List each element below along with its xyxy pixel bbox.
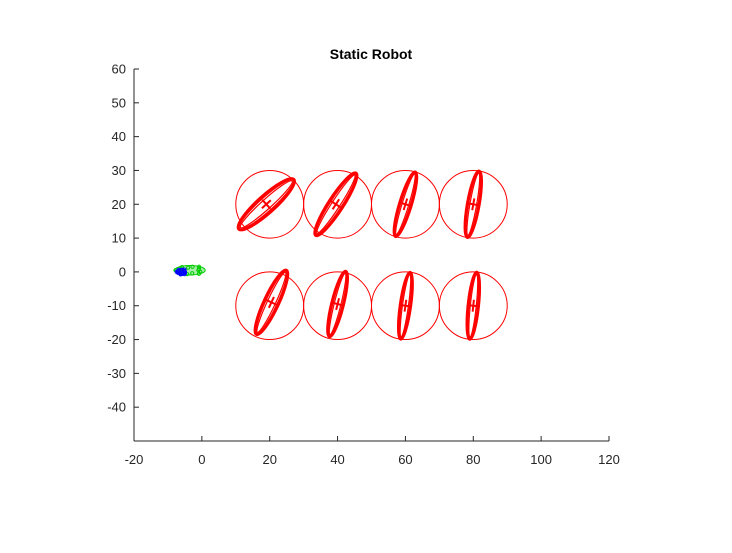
center-cross-minor [467, 304, 480, 308]
ellipse-outline [463, 169, 484, 240]
y-tick-label: 60 [112, 62, 126, 77]
center-cross-minor [399, 303, 412, 308]
ellipse-marker-6 [396, 270, 414, 341]
ellipse-marker-3 [463, 169, 484, 240]
y-tick-label: 30 [112, 163, 126, 178]
cluster-point [196, 264, 202, 269]
ellipse-outline [392, 170, 419, 239]
x-tick-label: -20 [125, 452, 144, 467]
ellipse-marker-2 [392, 170, 419, 239]
ellipse-inner-trace [238, 178, 295, 230]
ellipse-marker-4 [253, 268, 290, 337]
axes: -20 0 20 40 60 80 100 120 -40 -30 -20 -10 0 10 20 30 40 5… [107, 62, 620, 468]
ellipse-outline [326, 269, 349, 339]
y-tick-label: -20 [107, 332, 126, 347]
chart-title: Static Robot [330, 46, 413, 62]
x-tick-label: 120 [598, 452, 620, 467]
x-tick-label: 80 [466, 452, 480, 467]
y-tick-label: 0 [119, 264, 126, 279]
center-cross-minor [330, 200, 342, 209]
y-tick-label: 20 [112, 197, 126, 212]
y-tick-label: -10 [107, 298, 126, 313]
y-tick-label: -40 [107, 400, 126, 415]
cluster-point [186, 265, 191, 270]
ellipse-outline [236, 177, 296, 232]
ellipse-marker-1 [313, 171, 359, 238]
cluster-point [196, 271, 202, 276]
center-cross-minor [399, 201, 412, 207]
cluster-point [190, 271, 195, 276]
center-cross-minor [261, 199, 272, 210]
y-tick-label: 10 [112, 231, 126, 246]
cluster-point [182, 268, 187, 274]
ellipse-outline [253, 268, 290, 337]
cluster-point [196, 266, 202, 271]
center-cross-minor [331, 301, 344, 307]
ellipse-marker-5 [326, 269, 349, 339]
x-tick-label: 40 [330, 452, 344, 467]
center-cross-minor [265, 298, 278, 306]
ellipse-marker-7 [465, 270, 482, 341]
ellipse-marker-0 [236, 177, 296, 232]
x-tick-label: 0 [198, 452, 205, 467]
center-cross-minor [467, 202, 480, 207]
x-tick-label: 20 [262, 452, 276, 467]
x-tick-label: 100 [530, 452, 552, 467]
y-tick-label: 40 [112, 129, 126, 144]
x-tick-label: 60 [398, 452, 412, 467]
y-tick-label: -30 [107, 366, 126, 381]
circle-marker-3 [438, 169, 508, 239]
plot-area [173, 169, 508, 341]
cluster-point [190, 264, 195, 269]
y-tick-label: 50 [112, 95, 126, 110]
cluster-point [182, 267, 187, 272]
cluster-marker-3 [174, 267, 188, 277]
ellipse-outline [313, 171, 359, 238]
circle-marker-7 [438, 271, 508, 341]
